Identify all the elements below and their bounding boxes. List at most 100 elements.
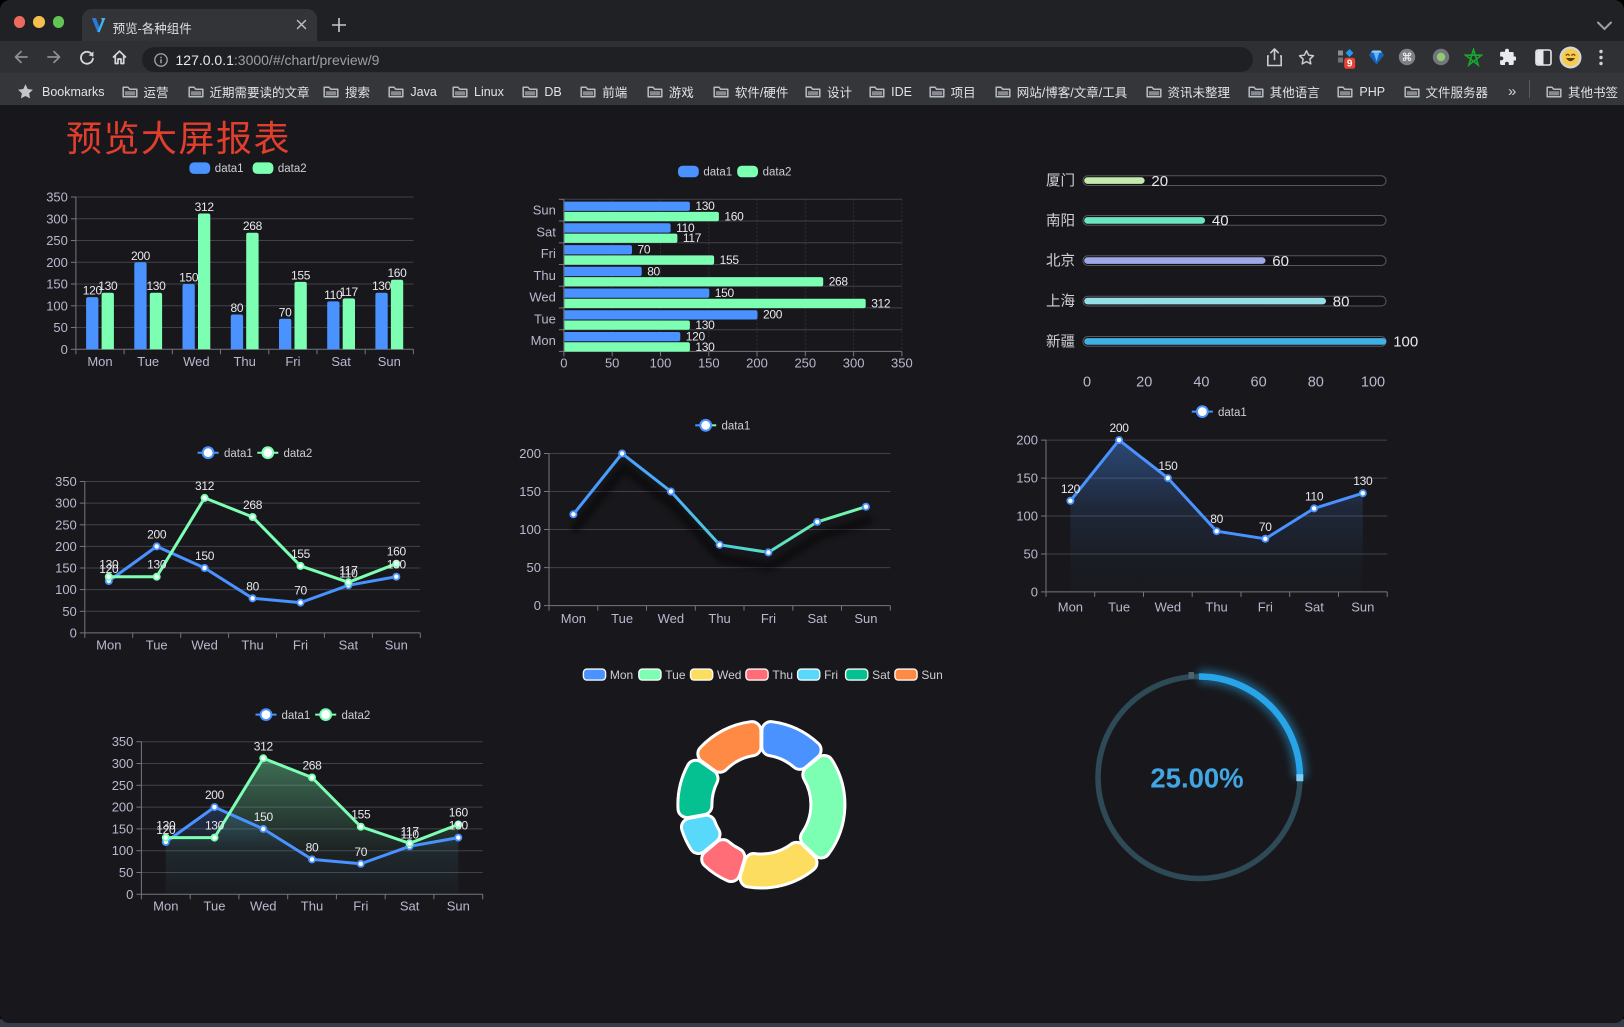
- svg-text:150: 150: [112, 821, 134, 836]
- svg-text:20: 20: [1136, 375, 1152, 391]
- svg-text:100: 100: [650, 355, 672, 370]
- svg-text:新疆: 新疆: [1046, 333, 1075, 350]
- svg-text:Fri: Fri: [824, 668, 838, 682]
- svg-text:南阳: 南阳: [1046, 212, 1075, 229]
- svg-text:data1: data1: [282, 710, 311, 722]
- svg-text:Fri: Fri: [761, 611, 776, 626]
- svg-text:312: 312: [254, 739, 274, 753]
- svg-text:150: 150: [254, 810, 274, 824]
- svg-text:110: 110: [676, 221, 695, 235]
- svg-text:150: 150: [519, 484, 541, 499]
- svg-text:130: 130: [695, 340, 715, 354]
- svg-text:117: 117: [683, 231, 702, 245]
- svg-text:70: 70: [279, 305, 292, 319]
- svg-text:130: 130: [98, 279, 118, 293]
- svg-text:Tue: Tue: [204, 898, 226, 913]
- svg-text:50: 50: [527, 560, 541, 575]
- svg-text:0: 0: [61, 342, 68, 357]
- svg-text:Sat: Sat: [1304, 599, 1324, 614]
- svg-text:0: 0: [70, 625, 77, 640]
- svg-text:Sun: Sun: [378, 354, 401, 369]
- svg-text:100: 100: [112, 843, 134, 858]
- svg-text:130: 130: [147, 558, 167, 572]
- svg-text:80: 80: [1210, 512, 1223, 526]
- svg-text:200: 200: [147, 527, 167, 541]
- svg-text:100: 100: [46, 298, 68, 313]
- svg-text:150: 150: [1016, 471, 1038, 486]
- svg-text:Sat: Sat: [872, 668, 891, 682]
- svg-text:Tue: Tue: [137, 354, 159, 369]
- svg-text:Sat: Sat: [807, 611, 827, 626]
- svg-text:0: 0: [534, 598, 541, 613]
- svg-text:70: 70: [1259, 520, 1272, 534]
- svg-text:80: 80: [1333, 293, 1350, 310]
- svg-text:130: 130: [695, 199, 715, 213]
- svg-text:Tue: Tue: [1108, 599, 1130, 614]
- svg-text:200: 200: [112, 800, 134, 815]
- svg-text:150: 150: [195, 549, 215, 563]
- svg-text:110: 110: [324, 288, 343, 302]
- svg-text:300: 300: [46, 211, 68, 226]
- svg-text:130: 130: [695, 318, 715, 332]
- svg-text:Wed: Wed: [1155, 599, 1182, 614]
- svg-text:120: 120: [99, 562, 119, 576]
- svg-text:200: 200: [746, 355, 768, 370]
- svg-text:110: 110: [400, 827, 419, 841]
- svg-text:Mon: Mon: [1058, 599, 1083, 614]
- svg-text:200: 200: [205, 788, 225, 802]
- svg-text:110: 110: [339, 566, 358, 580]
- svg-text:130: 130: [1353, 474, 1373, 488]
- svg-text:80: 80: [647, 264, 660, 278]
- svg-text:50: 50: [119, 865, 133, 880]
- svg-text:Sun: Sun: [385, 638, 408, 653]
- svg-text:120: 120: [1061, 482, 1081, 496]
- svg-text:117: 117: [400, 824, 419, 838]
- svg-text:300: 300: [112, 756, 134, 771]
- svg-text:160: 160: [387, 266, 407, 280]
- svg-text:Mon: Mon: [531, 333, 556, 348]
- svg-text:70: 70: [638, 243, 651, 257]
- svg-text:上海: 上海: [1046, 293, 1075, 310]
- svg-text:130: 130: [387, 558, 407, 572]
- svg-text:Wed: Wed: [250, 898, 277, 913]
- svg-text:data1: data1: [224, 448, 253, 460]
- svg-text:50: 50: [53, 320, 67, 335]
- svg-text:130: 130: [205, 819, 225, 833]
- svg-text:40: 40: [1212, 213, 1229, 230]
- svg-text:Sat: Sat: [339, 638, 359, 653]
- svg-text:⌘: ⌘: [1402, 52, 1413, 64]
- svg-text:268: 268: [243, 219, 263, 233]
- svg-text:80: 80: [306, 840, 319, 854]
- svg-text:0: 0: [560, 355, 567, 370]
- svg-text:100: 100: [1361, 375, 1385, 391]
- svg-text:160: 160: [724, 209, 744, 223]
- svg-text:130: 130: [146, 279, 166, 293]
- svg-text:150: 150: [698, 355, 720, 370]
- svg-text:117: 117: [340, 285, 359, 299]
- svg-text:北京: 北京: [1046, 253, 1075, 270]
- svg-text:50: 50: [1024, 547, 1038, 562]
- svg-text:110: 110: [1305, 489, 1324, 503]
- svg-text:Sun: Sun: [447, 898, 470, 913]
- svg-text:Wed: Wed: [658, 611, 685, 626]
- svg-text:data2: data2: [284, 448, 313, 460]
- svg-text:Mon: Mon: [610, 668, 633, 682]
- svg-text:Thu: Thu: [301, 898, 323, 913]
- svg-text:data2: data2: [763, 167, 792, 179]
- svg-text:50: 50: [62, 604, 76, 619]
- svg-text:150: 150: [1158, 459, 1178, 473]
- svg-text:100: 100: [519, 522, 541, 537]
- svg-text:Fri: Fri: [541, 246, 556, 261]
- svg-text:130: 130: [449, 819, 469, 833]
- svg-text:300: 300: [55, 496, 77, 511]
- svg-text:70: 70: [294, 584, 307, 598]
- svg-text:Sun: Sun: [921, 668, 942, 682]
- svg-text:25.00%: 25.00%: [1150, 763, 1243, 794]
- svg-text:100: 100: [1393, 334, 1418, 351]
- svg-text:160: 160: [449, 806, 469, 820]
- svg-text:312: 312: [195, 479, 215, 493]
- svg-text:Thu: Thu: [772, 668, 793, 682]
- svg-text:data1: data1: [215, 163, 244, 175]
- svg-text:20: 20: [1151, 173, 1168, 190]
- svg-text:Tue: Tue: [665, 668, 686, 682]
